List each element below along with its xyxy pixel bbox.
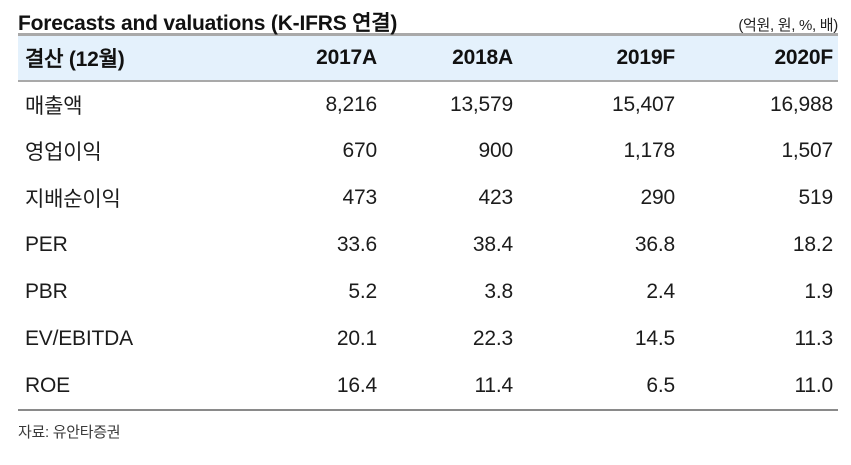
table-body: 매출액 8,216 13,579 15,407 16,988 영업이익 670 … — [18, 81, 838, 410]
row-label: 영업이익 — [25, 141, 102, 164]
source-note: 자료: 유안타증권 — [18, 423, 121, 441]
table-cell: 519 — [798, 186, 834, 209]
column-header-2018a: 2018A — [452, 45, 513, 69]
table-title: Forecasts and valuations (K-IFRS 연결) — [18, 12, 398, 35]
table-header: 결산 (12월) 2017A 2018A 2019F 2020F — [18, 34, 838, 81]
column-header-2017a: 2017A — [316, 45, 377, 69]
table-cell: 36.8 — [634, 233, 675, 256]
row-label: EV/EBITDA — [25, 327, 133, 350]
table-cell: 11.3 — [794, 327, 833, 350]
table-row-operating-profit: 영업이익 670 900 1,178 1,507 — [18, 128, 838, 175]
column-header-period: 결산 (12월) — [25, 47, 125, 71]
table-cell: 423 — [478, 186, 514, 209]
table-row-per: PER 33.6 38.4 36.8 18.2 — [18, 222, 838, 269]
table-cell: 1,507 — [781, 139, 833, 162]
table-cell: 900 — [478, 139, 514, 162]
title-bar: Forecasts and valuations (K-IFRS 연결) (억원… — [18, 0, 838, 35]
table-cell: 11.0 — [794, 373, 833, 397]
table-cell: 22.3 — [472, 327, 513, 350]
table-cell: 290 — [640, 186, 676, 209]
row-label: 매출액 — [25, 94, 83, 118]
header-row: 결산 (12월) 2017A 2018A 2019F 2020F — [18, 34, 838, 81]
table-cell: 11.4 — [474, 373, 513, 397]
table-cell: 8,216 — [325, 92, 377, 116]
table-cell: 2.4 — [646, 280, 675, 303]
table-cell: 38.4 — [472, 233, 513, 256]
table-cell: 473 — [342, 186, 378, 209]
table-row-pbr: PBR 5.2 3.8 2.4 1.9 — [18, 269, 838, 316]
row-label: PBR — [25, 280, 68, 303]
table-row-revenue: 매출액 8,216 13,579 15,407 16,988 — [18, 81, 838, 128]
table-cell: 16,988 — [769, 92, 833, 116]
table-cell: 18.2 — [792, 233, 833, 256]
table-cell: 1,178 — [623, 139, 675, 162]
table-cell: 16.4 — [336, 373, 377, 397]
table-cell: 5.2 — [348, 280, 377, 303]
financials-table: 결산 (12월) 2017A 2018A 2019F 2020F 매출액 8,2… — [18, 33, 838, 411]
table-cell: 20.1 — [336, 327, 377, 350]
table-cell: 33.6 — [336, 233, 377, 256]
table-cell: 1.9 — [804, 280, 833, 303]
table-cell: 670 — [342, 139, 378, 162]
row-label: PER — [25, 233, 68, 256]
table-row-ev-ebitda: EV/EBITDA 20.1 22.3 14.5 11.3 — [18, 316, 838, 363]
column-header-2020f: 2020F — [774, 45, 833, 69]
units-note: (억원, 원, %, 배) — [738, 17, 838, 34]
row-label: ROE — [25, 373, 70, 397]
column-header-2019f: 2019F — [616, 45, 675, 69]
table-cell: 3.8 — [484, 280, 513, 303]
row-label: 지배순이익 — [25, 188, 121, 211]
table-row-roe: ROE 16.4 11.4 6.5 11.0 — [18, 363, 838, 410]
table-row-net-profit: 지배순이익 473 423 290 519 — [18, 175, 838, 222]
table-cell: 6.5 — [646, 373, 675, 397]
table-cell: 15,407 — [611, 92, 675, 116]
table-cell: 14.5 — [634, 327, 675, 350]
table-cell: 13,579 — [449, 92, 513, 116]
